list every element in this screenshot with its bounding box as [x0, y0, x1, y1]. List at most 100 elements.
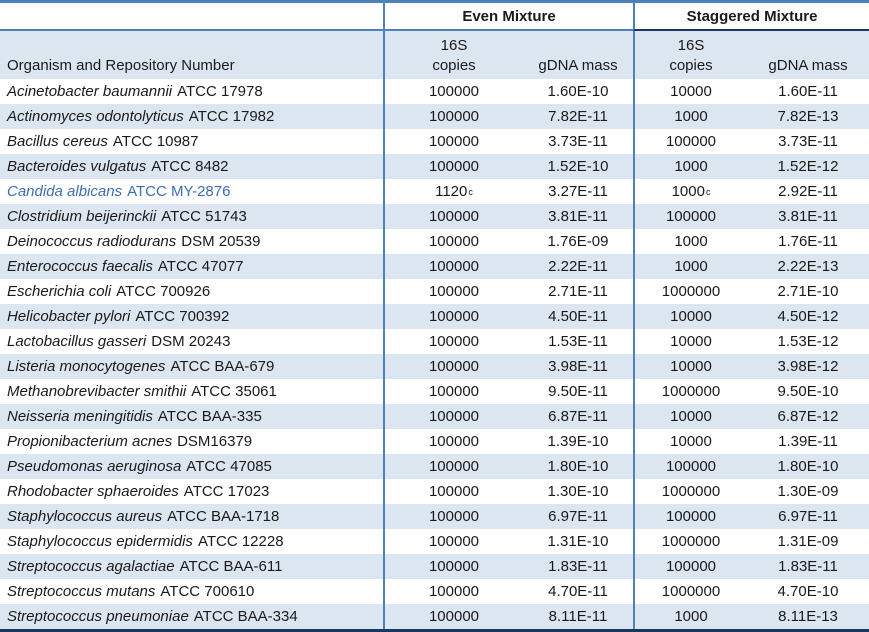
cell-value: 100000	[428, 133, 480, 150]
even-gdna-mass-cell: 1.52E-10	[523, 154, 633, 179]
cell-value: 100000	[428, 308, 480, 325]
cell-value: 100000	[428, 483, 480, 500]
staggered-16s-copies-cell: 1000000	[633, 479, 747, 504]
cell-value: 10000	[670, 308, 712, 325]
staggered-gdna-mass-cell: 2.71E-10	[747, 279, 869, 304]
table-row: Clostridium beijerinckii ATCC 51743 100000…	[0, 204, 869, 229]
cell-value: 8.11E-13	[778, 608, 838, 625]
cell-value: 3.81E-11	[548, 208, 608, 225]
even-16s-copies-cell: 100000	[383, 379, 523, 404]
even-16s-copies-cell: 100000	[383, 554, 523, 579]
staggered-16s-copies-cell: 1000	[633, 229, 747, 254]
organism-name: Acinetobacter baumannii	[7, 83, 173, 100]
even-gdna-mass-cell: 1.53E-11	[523, 329, 633, 354]
even-16s-copies-cell: 100000	[383, 354, 523, 379]
organism-name: Staphylococcus aureus	[7, 508, 163, 525]
organism-name: Propionibacterium acnes	[7, 433, 173, 450]
cell-value: 1000000	[661, 283, 721, 300]
organism-cell: Bacteroides vulgatus ATCC 8482	[0, 154, 383, 179]
gdna-column-label: gDNA mass	[538, 57, 618, 74]
cell-value: 6.87E-11	[548, 408, 608, 425]
even-gdna-mass-cell: 8.11E-11	[523, 604, 633, 629]
even-16s-copies-cell: 100000	[383, 529, 523, 554]
cell-value: 1.39E-10	[547, 433, 609, 450]
table-row: Acinetobacter baumannii ATCC 17978 100000 1…	[0, 79, 869, 104]
even-16s-copies-cell: 100000	[383, 604, 523, 629]
table-row: Candida albicans ATCC MY-2876 1120 c 3.27E-1…	[0, 179, 869, 204]
cell-value: 1.39E-11	[778, 433, 838, 450]
staggered-gdna-mass-cell: 1.80E-10	[747, 454, 869, 479]
table-row: Helicobacter pylori ATCC 700392 100000 4.50…	[0, 304, 869, 329]
repository-number: ATCC 35061	[191, 383, 277, 400]
staggered-gdna-mass-cell: 3.81E-11	[747, 204, 869, 229]
copies-label-line2: copies	[432, 57, 476, 74]
staggered-16s-copies-cell: 1000	[633, 254, 747, 279]
repository-number: DSM 20539	[181, 233, 261, 250]
organism-name: Neisseria meningitidis	[7, 408, 153, 425]
even-gdna-mass-cell: 1.30E-10	[523, 479, 633, 504]
staggered-gdna-mass-cell: 1.39E-11	[747, 429, 869, 454]
cell-value: 10000	[670, 333, 712, 350]
organism-cell: Staphylococcus aureus ATCC BAA-1718	[0, 504, 383, 529]
repository-number: ATCC MY-2876	[127, 183, 231, 200]
column-header-even-copies: 16S copies	[383, 31, 523, 79]
cell-value: 3.98E-11	[548, 358, 608, 375]
cell-value: 100000	[428, 358, 480, 375]
cell-value: 100000	[428, 83, 480, 100]
staggered-16s-copies-cell: 100000	[633, 204, 747, 229]
cell-value: 1.31E-09	[777, 533, 839, 550]
staggered-16s-copies-cell: 1000	[633, 604, 747, 629]
copies-label-line1: 16S	[440, 37, 468, 54]
organism-name: Streptococcus pneumoniae	[7, 608, 189, 625]
even-gdna-mass-cell: 9.50E-11	[523, 379, 633, 404]
staggered-gdna-mass-cell: 6.87E-12	[747, 404, 869, 429]
cell-value: 1000000	[661, 383, 721, 400]
even-gdna-mass-cell: 1.80E-10	[523, 454, 633, 479]
even-gdna-mass-cell: 2.22E-11	[523, 254, 633, 279]
staggered-16s-copies-cell: 1000000	[633, 379, 747, 404]
staggered-16s-copies-cell: 1000000	[633, 529, 747, 554]
group-header-row: Even Mixture Staggered Mixture	[0, 3, 869, 31]
staggered-gdna-mass-cell: 9.50E-10	[747, 379, 869, 404]
table-row: Listeria monocytogenes ATCC BAA-679 100000…	[0, 354, 869, 379]
cell-value: 100000	[428, 108, 480, 125]
cell-value: 1.76E-11	[778, 233, 838, 250]
cell-value: 100000	[428, 533, 480, 550]
cell-value: 2.71E-11	[548, 283, 608, 300]
copies-label-line1: 16S	[677, 37, 705, 54]
cell-value: 1.60E-10	[547, 83, 609, 100]
gdna-column-label: gDNA mass	[768, 57, 848, 74]
staggered-gdna-mass-cell: 1.83E-11	[747, 554, 869, 579]
staggered-16s-copies-cell: 10000	[633, 429, 747, 454]
repository-number: ATCC 47085	[186, 458, 272, 475]
organism-cell: Pseudomonas aeruginosa ATCC 47085	[0, 454, 383, 479]
cell-value: 1120	[435, 183, 468, 200]
staggered-gdna-mass-cell: 6.97E-11	[747, 504, 869, 529]
table-row: Lactobacillus gasseri DSM 20243 100000 1.53…	[0, 329, 869, 354]
staggered-16s-copies-cell: 10000	[633, 304, 747, 329]
staggered-gdna-mass-cell: 1.53E-12	[747, 329, 869, 354]
cell-value: 100000	[428, 608, 480, 625]
organism-name: Staphylococcus epidermidis	[7, 533, 193, 550]
table-row: Bacteroides vulgatus ATCC 8482 100000 1.52E…	[0, 154, 869, 179]
organism-column-label: Organism and Repository Number	[7, 57, 235, 74]
organism-cell: Bacillus cereus ATCC 10987	[0, 129, 383, 154]
even-16s-copies-cell: 100000	[383, 329, 523, 354]
cell-value: 9.50E-10	[777, 383, 839, 400]
cell-value: 100000	[428, 258, 480, 275]
cell-value: 6.87E-12	[777, 408, 839, 425]
cell-value: 3.98E-12	[777, 358, 839, 375]
even-16s-copies-cell: 100000	[383, 304, 523, 329]
even-16s-copies-cell: 100000	[383, 104, 523, 129]
even-gdna-mass-cell: 3.98E-11	[523, 354, 633, 379]
even-16s-copies-cell: 100000	[383, 429, 523, 454]
organism-name: Helicobacter pylori	[7, 308, 131, 325]
table-row: Methanobrevibacter smithii ATCC 35061 1000…	[0, 379, 869, 404]
cell-value: 4.50E-12	[777, 308, 839, 325]
cell-value: 100000	[428, 333, 480, 350]
cell-value: 100000	[428, 408, 480, 425]
even-gdna-mass-cell: 1.83E-11	[523, 554, 633, 579]
organism-cell: Staphylococcus epidermidis ATCC 12228	[0, 529, 383, 554]
staggered-16s-copies-cell: 100000	[633, 504, 747, 529]
